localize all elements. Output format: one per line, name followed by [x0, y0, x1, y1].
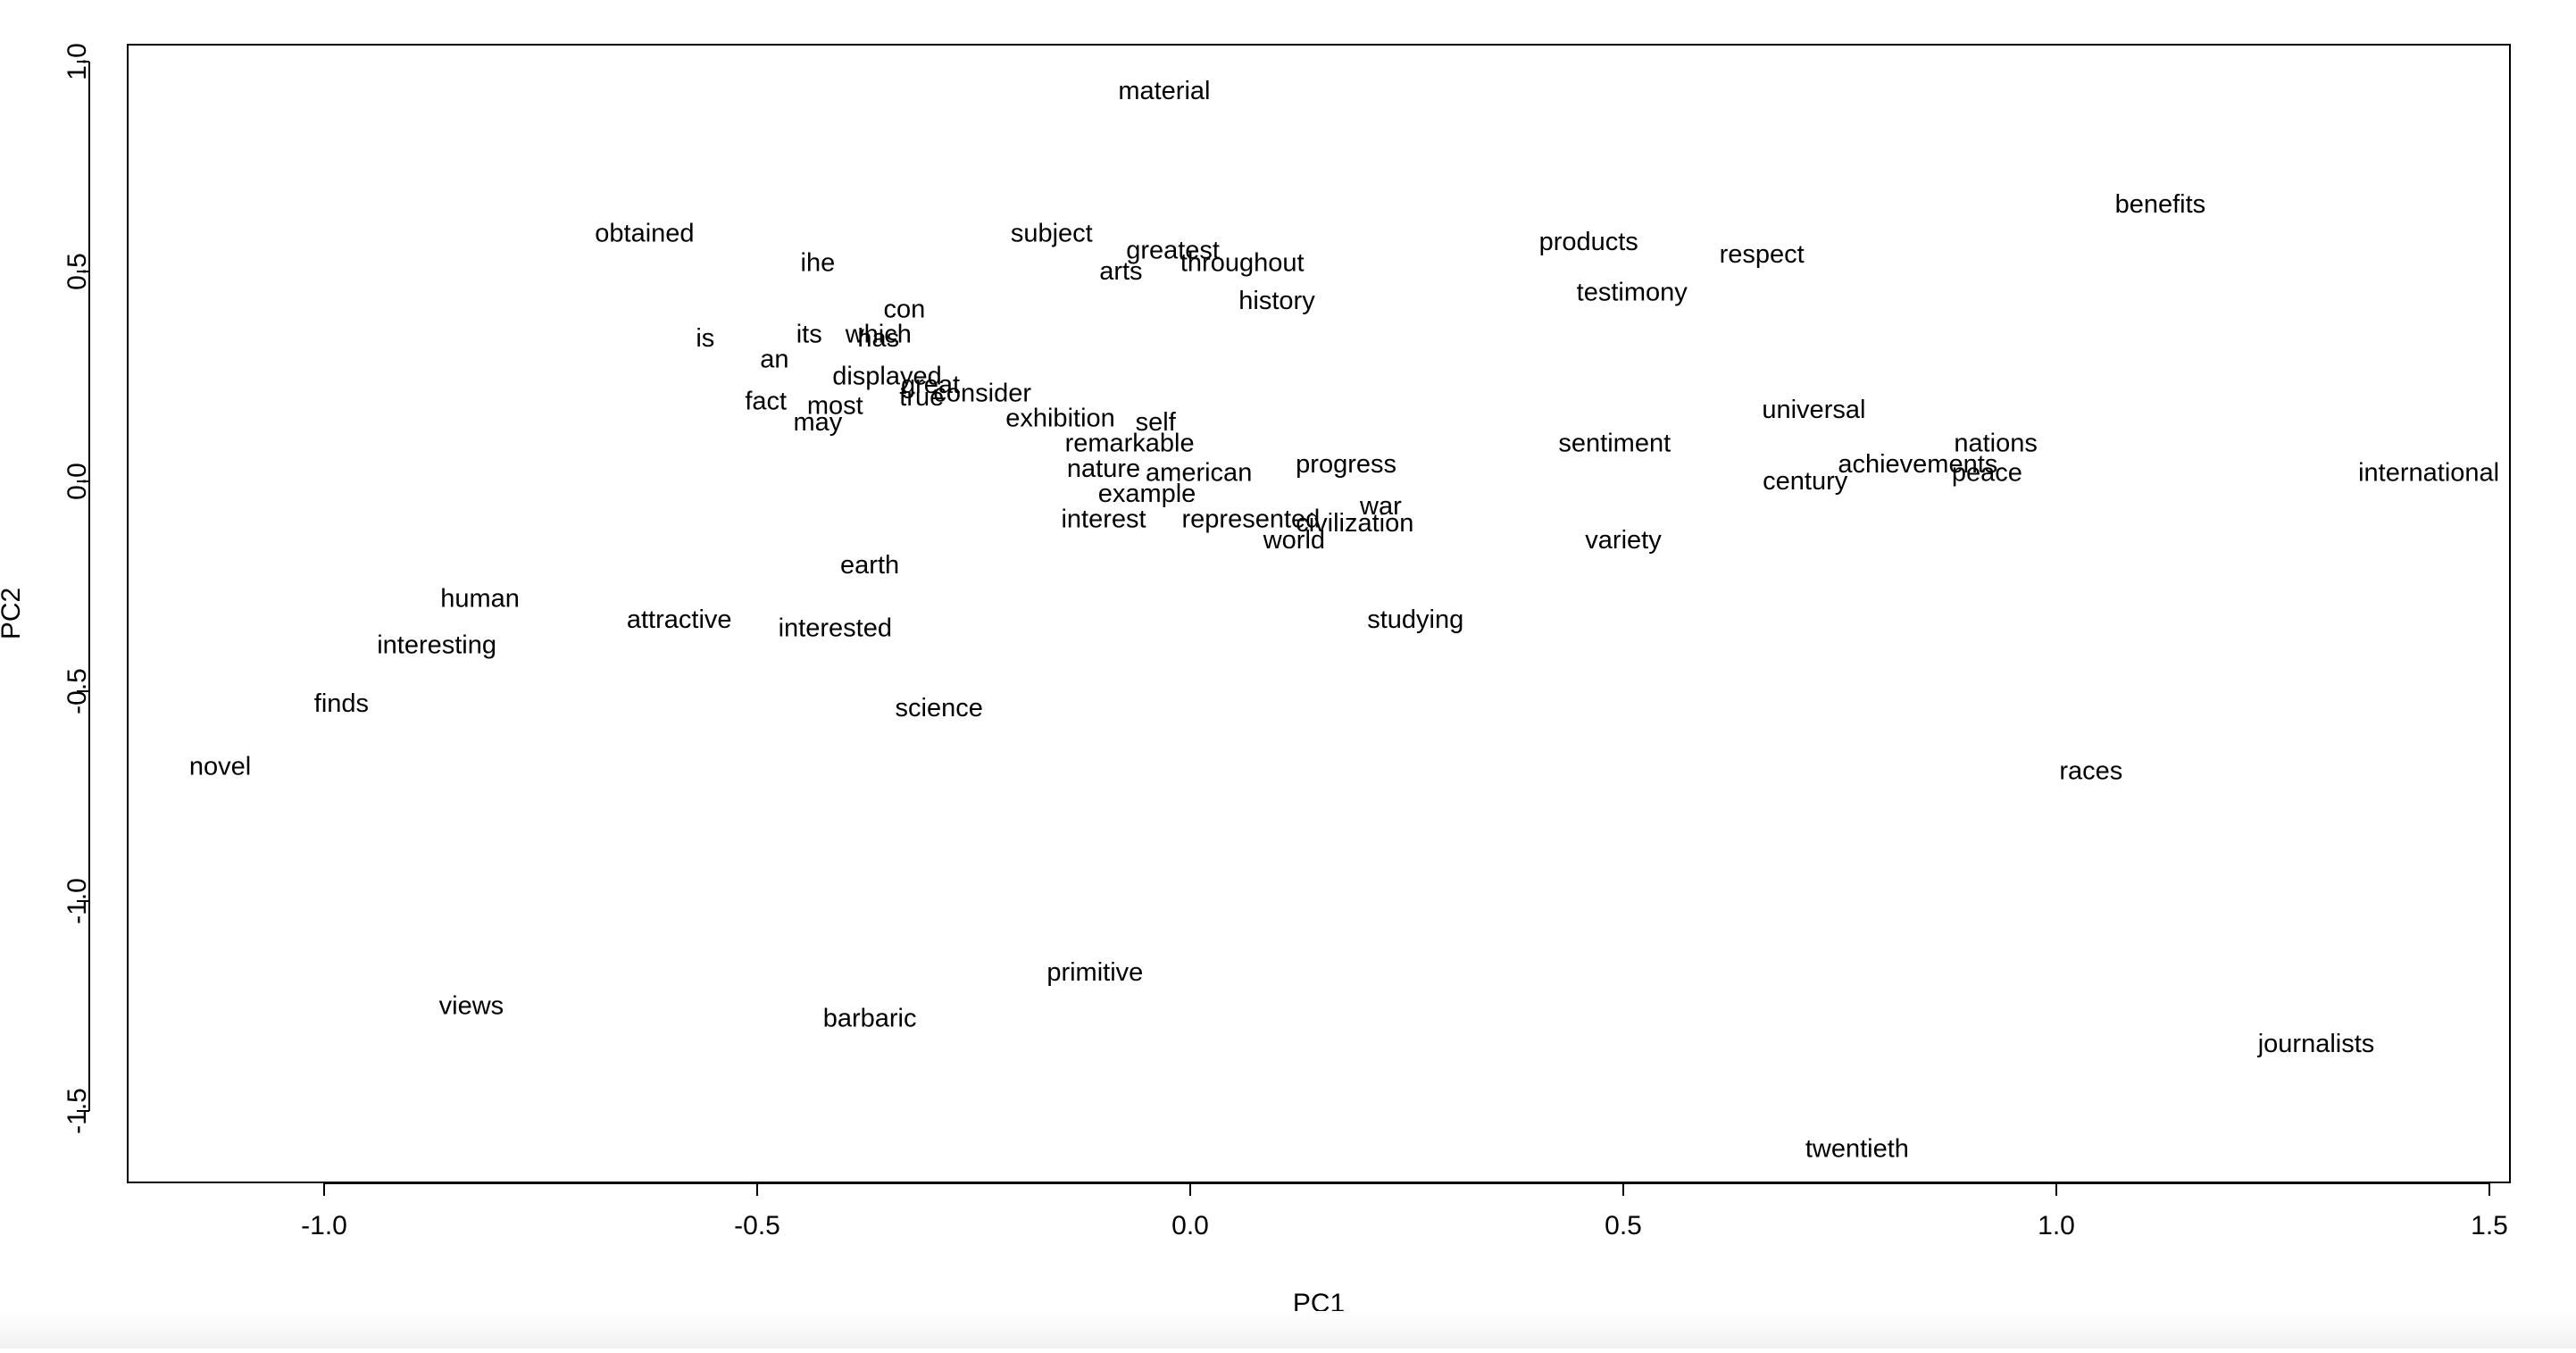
word-point-label: interest	[1061, 505, 1146, 533]
word-point-label: testimony	[1577, 279, 1688, 307]
word-point-label: has	[857, 324, 899, 353]
word-point-label: remarkable	[1065, 430, 1195, 458]
word-point-label: century	[1763, 467, 1848, 496]
word-point-label: may	[794, 408, 843, 437]
word-point-label: twentieth	[1805, 1134, 1909, 1163]
word-point-label: barbaric	[823, 1005, 917, 1033]
word-point-label: greatest	[1126, 237, 1220, 265]
word-point-label: throughout	[1180, 249, 1305, 278]
x-tick-label: -0.5	[734, 1211, 780, 1240]
word-point-label: an	[760, 346, 788, 374]
word-point-label: earth	[840, 551, 899, 580]
word-point-label: material	[1118, 77, 1210, 105]
word-point-label: is	[696, 324, 714, 353]
y-tick-label: 1.0	[63, 43, 92, 80]
word-point-label: ihe	[801, 249, 836, 278]
word-point-label: views	[439, 992, 504, 1021]
word-point-label: most	[807, 391, 863, 420]
y-tick-label: -1.5	[63, 1088, 92, 1134]
word-point-label: obtained	[595, 220, 694, 248]
y-tick-label: 0.5	[63, 253, 92, 290]
bottom-shade	[0, 1311, 2576, 1349]
x-axis: -1.0 -0.5 0.0 0.5 1.0 1.5	[301, 1182, 2508, 1240]
word-point-label: studying	[1367, 606, 1463, 634]
word-point-label: fact	[745, 388, 787, 416]
word-point-label: international	[2358, 459, 2499, 488]
word-point-label: which	[845, 321, 912, 349]
word-point-label: variety	[1585, 526, 1662, 555]
word-point-label: nature	[1067, 455, 1140, 483]
word-point-label: interested	[779, 614, 892, 643]
word-point-label: nations	[1954, 430, 2038, 458]
y-tick-label: 0.0	[63, 463, 92, 500]
word-point-label: races	[2059, 756, 2122, 785]
word-point-label: journalists	[2257, 1030, 2375, 1058]
word-point-label: sentiment	[1558, 430, 1671, 458]
word-point-label: novel	[189, 753, 251, 781]
word-point-label: example	[1098, 480, 1196, 508]
word-point-label: science	[896, 694, 983, 722]
y-tick-label: -0.5	[63, 668, 92, 714]
word-point-label: its	[796, 321, 822, 349]
word-point-label: represented	[1182, 505, 1321, 533]
word-point-label: consider	[933, 379, 1031, 407]
word-point-label: con	[884, 295, 926, 323]
x-tick-label: 0.0	[1171, 1211, 1209, 1240]
word-point-label: world	[1263, 526, 1325, 555]
word-point-label: displayed	[832, 363, 942, 391]
word-point-label: finds	[314, 689, 369, 718]
word-point-label: benefits	[2115, 190, 2206, 219]
word-point-label: war	[1359, 492, 1402, 521]
y-axis: 1.0 0.5 0.0 -0.5 -1.0 -1.5	[63, 43, 92, 1134]
word-point-label: primitive	[1046, 958, 1143, 987]
word-point-label: interesting	[377, 631, 496, 659]
word-point-label: universal	[1762, 396, 1865, 424]
word-point-label: american	[1146, 459, 1252, 488]
word-point-label: civilization	[1296, 509, 1413, 538]
y-tick-label: -1.0	[63, 878, 92, 924]
x-tick-label: 1.0	[2038, 1211, 2075, 1240]
word-point-label: arts	[1099, 257, 1142, 286]
word-point-label: history	[1238, 287, 1315, 315]
word-point-label: products	[1539, 228, 1638, 256]
word-point-label: peace	[1952, 459, 2022, 488]
y-axis-title: PC2	[0, 588, 26, 639]
x-tick-label: 0.5	[1605, 1211, 1642, 1240]
word-point-label: great	[901, 371, 960, 399]
x-tick-label: 1.5	[2471, 1211, 2508, 1240]
word-point-label: exhibition	[1005, 405, 1115, 433]
word-point-label: human	[440, 585, 520, 614]
word-points: material benefits obtained subject products g…	[189, 77, 2499, 1163]
x-tick-label: -1.0	[301, 1211, 347, 1240]
word-point-label: progress	[1296, 450, 1396, 479]
word-point-label: subject	[1011, 220, 1093, 248]
word-point-label: achievements	[1838, 450, 1997, 479]
word-point-label: respect	[1720, 240, 1805, 269]
word-point-label: attractive	[627, 606, 732, 634]
word-point-label: self	[1136, 408, 1177, 437]
word-point-label: true	[899, 383, 944, 412]
